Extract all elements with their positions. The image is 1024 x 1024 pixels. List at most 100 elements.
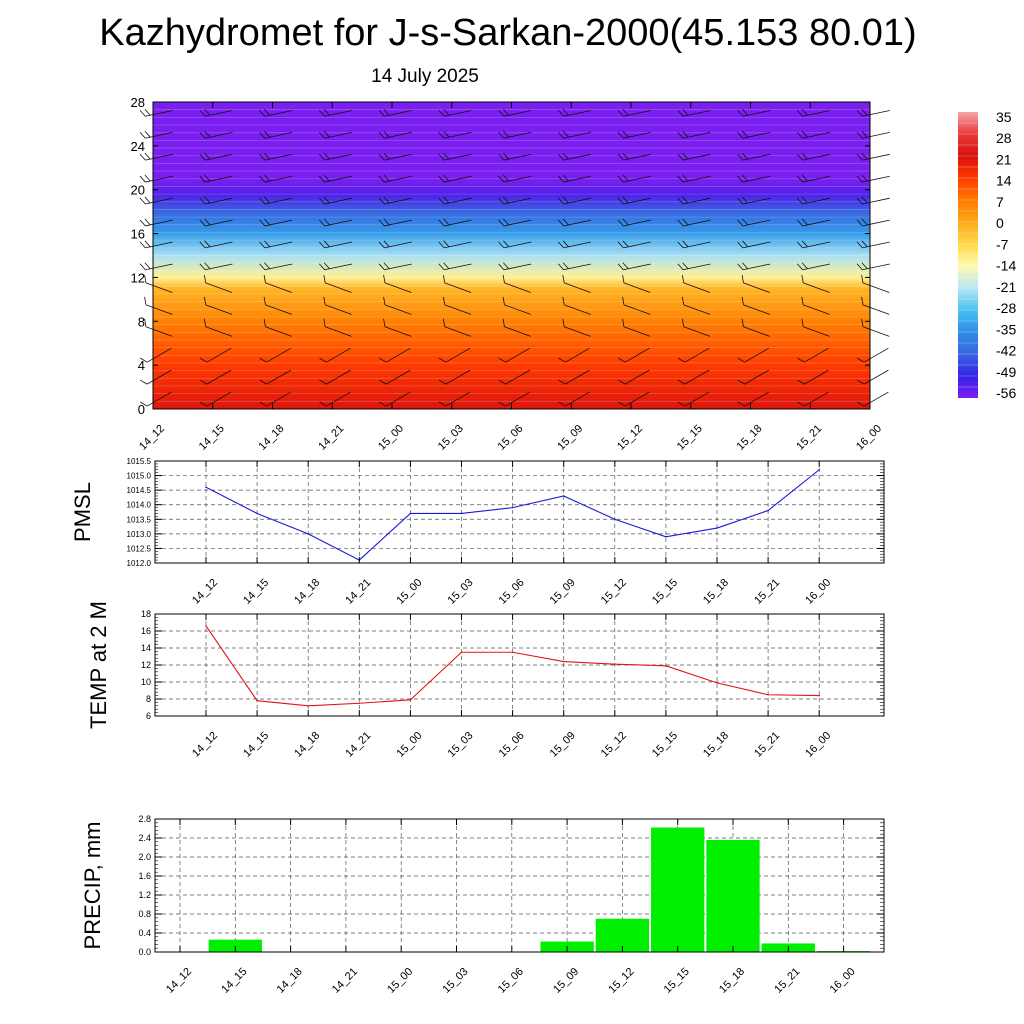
wind-barb-flag: [796, 175, 803, 183]
wind-barb-flag: [199, 263, 206, 271]
wind-barb-flag: [199, 131, 206, 139]
x-tick-label: 15_00: [394, 577, 424, 607]
wind-barb-flag: [562, 130, 569, 138]
wind-barb-flag: [318, 241, 325, 249]
wind-barb-flag: [617, 197, 624, 205]
wind-barb-flag: [617, 153, 624, 161]
wind-barb-shaft: [206, 347, 232, 363]
cross-section-panel: 0 4 8 12 16 20 24 28 14_12 14_15 14_18 14_21 15_00 15…: [131, 95, 890, 453]
wind-barb-icon: [263, 274, 292, 293]
wind-barb-flag: [742, 262, 749, 270]
wind-barb-shaft: [146, 347, 172, 363]
wind-barb-flag: [498, 153, 505, 161]
wind-barb-icon: [737, 347, 770, 363]
wind-barb-flag: [503, 240, 510, 248]
wind-barb-flag: [557, 263, 564, 271]
wind-barb-icon: [681, 318, 711, 337]
wind-barb-flag: [557, 197, 564, 205]
wind-barb-flag: [796, 219, 803, 227]
wind-barb-flag: [622, 274, 625, 283]
y-tick-label: 2.8: [138, 814, 151, 824]
y-tick-label: 1012.5: [127, 544, 152, 553]
wind-barb-flag: [144, 174, 151, 182]
x-tick-label: 15_21: [752, 577, 782, 607]
wind-barb-icon: [139, 369, 172, 385]
wind-barb-icon: [139, 152, 173, 161]
series-point: [205, 486, 207, 489]
wind-barb-flag: [378, 241, 385, 249]
wind-barb-flag: [199, 401, 208, 407]
wind-barb-flag: [204, 262, 211, 270]
wind-barb-icon: [617, 218, 651, 227]
wind-barb-icon: [378, 262, 412, 271]
colorbar-label: -21: [996, 279, 1016, 295]
wind-barb-flag: [856, 357, 865, 363]
wind-barb-shaft: [444, 282, 472, 293]
series-point: [511, 506, 514, 509]
wind-barb-icon: [677, 240, 711, 249]
wind-barb-flag: [139, 175, 146, 183]
x-tick-label: 16_00: [803, 577, 833, 607]
wind-barb-flag: [617, 110, 624, 117]
wind-barb-icon: [438, 108, 472, 117]
wind-barb-flag: [204, 240, 211, 248]
x-tick-label: 14_12: [164, 966, 194, 996]
wind-barb-flag: [742, 218, 749, 226]
wind-barb-flag: [144, 152, 151, 160]
wind-barb-shaft: [564, 304, 591, 315]
wind-barb-flag: [801, 152, 808, 160]
x-tick-label: 14_15: [219, 966, 249, 996]
wind-barb-flag: [861, 218, 868, 226]
wind-barb-flag: [438, 110, 445, 117]
wind-barb-shaft: [445, 391, 471, 407]
wind-barb-icon: [259, 240, 293, 249]
wind-barb-icon: [438, 240, 472, 249]
wind-barb-icon: [801, 318, 830, 337]
wind-barb-icon: [677, 347, 710, 363]
wind-barb-icon: [378, 130, 412, 139]
wind-barb-flag: [737, 401, 745, 407]
series-point: [307, 533, 310, 535]
wind-barb-shaft: [266, 369, 292, 385]
wind-barb-icon: [741, 296, 770, 315]
wind-barb-icon: [259, 262, 293, 271]
wind-barb-icon: [259, 174, 293, 183]
wind-barb-shaft: [862, 326, 890, 337]
wind-barb-shaft: [623, 304, 651, 315]
wind-barb-shaft: [445, 369, 471, 385]
wind-barb-flag: [438, 401, 447, 407]
wind-barb-flag: [677, 401, 686, 407]
colorbar-label: -56: [996, 385, 1016, 401]
wind-barb-flag: [856, 401, 865, 407]
wind-barb-flag: [498, 401, 506, 407]
wind-barb-shaft: [146, 369, 172, 385]
wind-barb-icon: [796, 196, 831, 205]
wind-barb-flag: [259, 153, 266, 161]
wind-barb-icon: [856, 174, 890, 183]
wind-barb-flag: [801, 296, 804, 305]
wind-barb-shaft: [623, 282, 651, 293]
colorbar-label: -49: [996, 364, 1016, 380]
wind-barb-flag: [319, 379, 327, 385]
x-tick-label: 15_06: [496, 966, 526, 996]
wind-barb-icon: [199, 369, 232, 385]
y-tick-label: 1015.5: [127, 457, 152, 466]
x-tick-label: 16_00: [828, 966, 858, 996]
wind-barb-shaft: [862, 282, 890, 293]
wind-barb-flag: [562, 174, 569, 182]
wind-barb-flag: [438, 197, 445, 205]
wind-barb-flag: [498, 110, 505, 117]
wind-barb-icon: [438, 196, 472, 205]
wind-barb-flag: [737, 379, 745, 385]
wind-barb-flag: [737, 263, 744, 271]
wind-barb-flag: [682, 174, 689, 182]
y-tick-label: 6: [146, 711, 151, 721]
wind-barb-flag: [378, 219, 385, 227]
wind-barb-icon: [199, 218, 233, 227]
wind-barb-flag: [323, 174, 330, 182]
wind-barb-icon: [442, 274, 472, 293]
wind-barb-flag: [199, 357, 208, 363]
y-axis-label: TEMP at 2 M: [86, 601, 111, 729]
wind-barb-shaft: [266, 347, 292, 363]
wind-barb-icon: [144, 296, 173, 315]
